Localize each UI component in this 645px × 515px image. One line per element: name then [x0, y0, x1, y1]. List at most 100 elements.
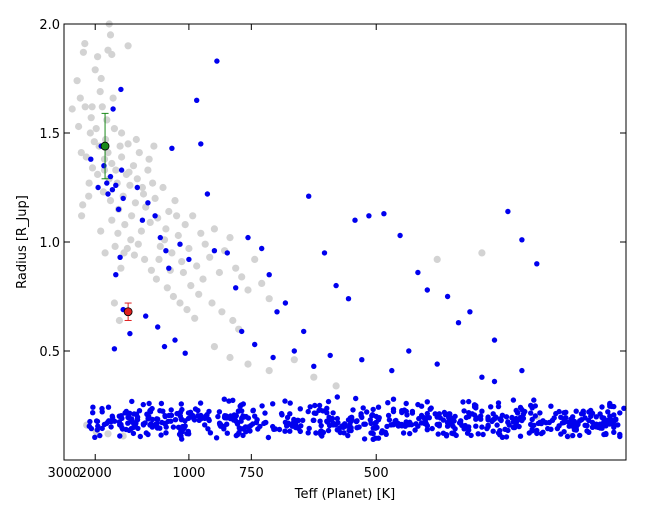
y-axis-label: Radius [R_Jup]: [15, 195, 30, 289]
blue-point: [155, 416, 161, 422]
blue-point: [403, 400, 409, 407]
blue-point: [168, 418, 174, 424]
blue-point: [510, 424, 517, 431]
y-tick-label: 2.0: [39, 18, 60, 33]
blue-point: [334, 427, 340, 433]
blue-point: [368, 430, 374, 436]
blue-point: [282, 419, 289, 425]
blue-point: [252, 341, 258, 348]
blue-point: [564, 433, 571, 440]
blue-point: [236, 425, 242, 431]
blue-point: [359, 357, 365, 363]
blue-point: [101, 421, 108, 428]
blue-point: [563, 415, 569, 421]
gray-point: [108, 159, 116, 168]
blue-point: [376, 415, 382, 421]
gray-point: [195, 290, 203, 298]
blue-point: [218, 423, 224, 429]
blue-point: [297, 428, 303, 435]
blue-point: [168, 407, 174, 413]
gray-point: [81, 103, 89, 111]
blue-point: [143, 430, 149, 436]
blue-point: [495, 400, 502, 406]
blue-point: [461, 408, 467, 414]
gray-point: [206, 253, 214, 261]
blue-point: [386, 417, 393, 423]
blue-point: [453, 432, 459, 439]
blue-point: [424, 410, 430, 417]
blue-point: [444, 293, 451, 300]
gray-point: [176, 299, 184, 307]
blue-point: [182, 350, 188, 356]
blue-point: [109, 413, 116, 419]
blue-point: [292, 421, 299, 427]
gray-point: [106, 31, 115, 39]
blue-point: [449, 420, 455, 426]
blue-point: [621, 405, 627, 411]
blue-point: [330, 410, 336, 416]
gray-point: [79, 48, 87, 56]
blue-point: [373, 419, 379, 425]
gray-point: [159, 183, 167, 192]
blue-point: [420, 414, 427, 421]
blue-point: [333, 282, 339, 289]
blue-point: [250, 421, 256, 427]
blue-point: [370, 425, 376, 431]
blue-point: [115, 206, 122, 212]
blue-point: [467, 309, 473, 315]
gray-point: [433, 255, 441, 263]
blue-point: [553, 410, 559, 417]
blue-point: [389, 421, 396, 428]
blue-point: [364, 409, 370, 415]
gray-point: [191, 314, 199, 322]
blue-point: [495, 403, 502, 410]
gray-point: [133, 175, 141, 183]
blue-point: [551, 415, 557, 421]
gray-point: [139, 190, 148, 198]
gray-point: [183, 306, 191, 314]
blue-point: [455, 320, 462, 326]
gray-point: [123, 244, 131, 253]
blue-point: [179, 406, 185, 413]
blue-point: [588, 413, 594, 420]
blue-point: [155, 324, 161, 330]
gray-point: [169, 292, 177, 301]
gray-point: [104, 46, 112, 54]
gray-point: [116, 142, 124, 150]
blue-point: [127, 330, 133, 337]
x-axis-label: Teff (Planet) [K]: [294, 487, 396, 502]
blue-point: [345, 296, 352, 302]
blue-point: [605, 417, 611, 424]
blue-point: [603, 423, 609, 429]
blue-point: [444, 420, 451, 426]
gray-point: [244, 360, 252, 368]
blue-point: [538, 430, 545, 437]
gray-point: [162, 225, 170, 233]
gray-point: [114, 229, 122, 237]
blue-point: [272, 426, 279, 432]
blue-point: [166, 265, 172, 271]
blue-point: [570, 414, 576, 420]
blue-point: [505, 208, 511, 215]
blue-point: [158, 432, 164, 438]
gray-point: [126, 181, 134, 189]
blue-point: [385, 400, 391, 406]
blue-point: [510, 397, 517, 403]
blue-point: [170, 424, 177, 430]
blue-point: [163, 248, 169, 254]
blue-point: [97, 432, 103, 439]
blue-point: [566, 419, 572, 425]
blue-point: [224, 421, 230, 427]
gray-point: [165, 207, 173, 216]
blue-point: [161, 420, 168, 427]
blue-point: [318, 422, 324, 429]
blue-point: [516, 423, 522, 430]
gray-point: [96, 88, 104, 96]
gray-point: [121, 221, 129, 229]
blue-point: [469, 411, 475, 417]
blue-point: [464, 430, 471, 436]
gray-point: [210, 225, 218, 233]
blue-point: [287, 428, 293, 434]
blue-point: [480, 431, 486, 438]
